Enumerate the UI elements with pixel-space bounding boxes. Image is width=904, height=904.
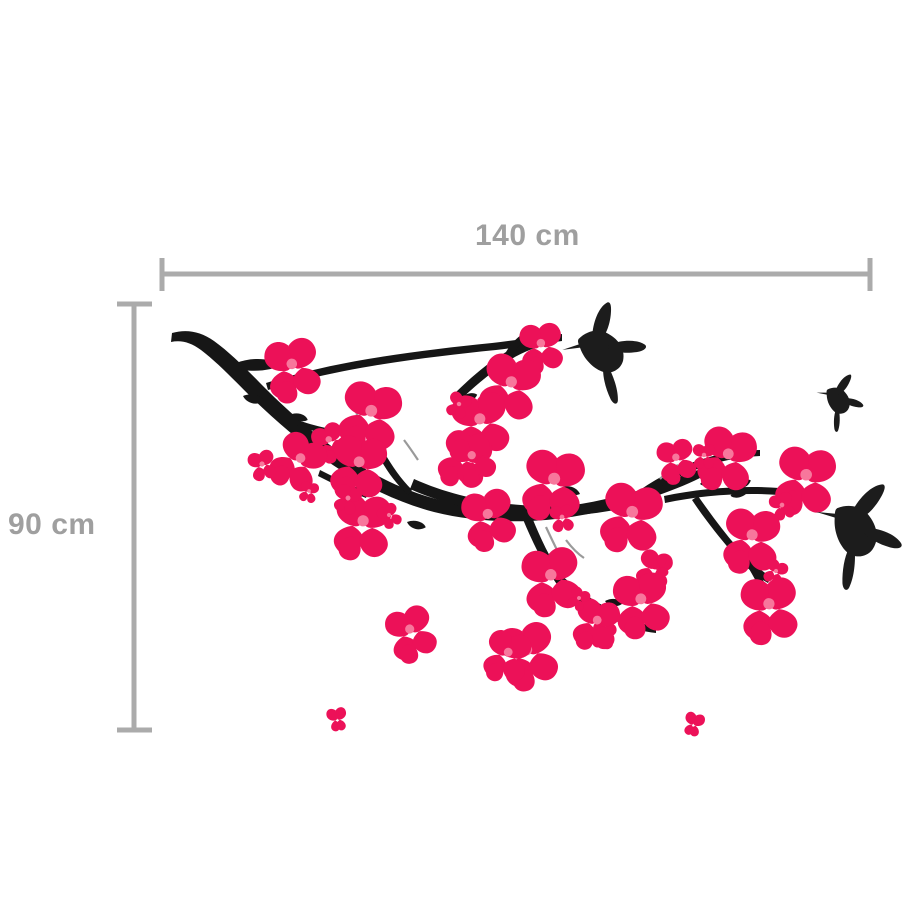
blossoms (245, 321, 839, 739)
main-trunk (171, 331, 700, 522)
blossom (739, 576, 800, 647)
falling-petal (680, 710, 707, 739)
height-dimension-line (117, 301, 152, 733)
width-dimension-line (159, 258, 873, 291)
blossom (596, 480, 666, 559)
blossom (610, 570, 673, 642)
hummingbird-right-small-icon (811, 370, 868, 436)
hummingbird-upper-center-icon (555, 297, 655, 412)
height-dimension-label: 90 cm (8, 508, 96, 541)
falling-petal (325, 706, 350, 733)
falling-petal (381, 602, 442, 668)
width-dimension-label: 140 cm (475, 219, 580, 252)
dimension-guides (117, 258, 873, 733)
branch-right-descend (692, 496, 771, 583)
blossom (494, 618, 563, 696)
branch-lower-center (520, 510, 590, 615)
branch-upper-right (266, 334, 562, 390)
blossom (519, 545, 585, 620)
twig-left-low (378, 452, 412, 495)
